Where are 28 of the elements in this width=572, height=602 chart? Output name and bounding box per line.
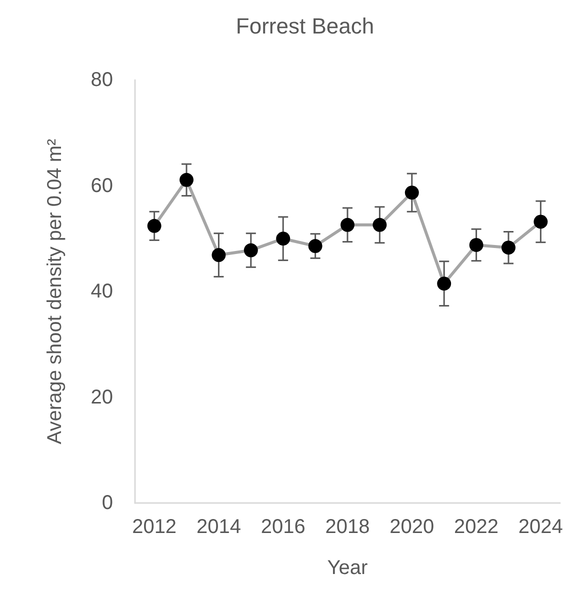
y-tick-label: 0 — [102, 492, 113, 514]
chart-title: Forrest Beach — [236, 14, 374, 38]
point — [469, 238, 484, 252]
x-tick-label: 2014 — [196, 516, 241, 538]
point — [244, 243, 258, 258]
point — [340, 218, 354, 232]
y-tick-label: 20 — [90, 386, 113, 408]
y-tick-label: 40 — [90, 280, 113, 302]
x-tick-label: 2016 — [260, 516, 306, 538]
x-tick-label: 2012 — [132, 516, 177, 538]
x-tick-label: 2020 — [390, 516, 434, 538]
x-tick-label: 2022 — [454, 516, 499, 538]
point — [276, 232, 290, 246]
point — [308, 239, 322, 254]
y-tick-label: 80 — [90, 69, 113, 91]
x-tick-label: 2018 — [325, 516, 370, 538]
point — [534, 214, 548, 229]
point — [502, 240, 516, 255]
x-axis-title: Year — [327, 557, 368, 579]
point — [437, 276, 452, 291]
point — [404, 186, 419, 200]
point — [372, 218, 387, 232]
point — [180, 172, 194, 187]
y-axis-title: Average shoot density per 0.04 m² — [44, 138, 66, 444]
x-tick-label: 2024 — [518, 516, 563, 538]
point — [147, 218, 162, 233]
point — [212, 248, 226, 262]
y-tick-label: 60 — [90, 174, 113, 197]
